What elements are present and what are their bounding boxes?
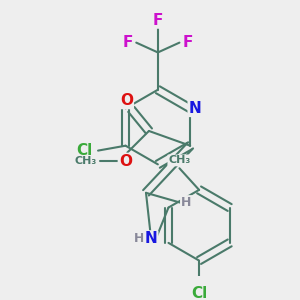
Text: N: N	[145, 232, 157, 247]
Text: F: F	[153, 13, 163, 28]
Text: O: O	[119, 154, 132, 169]
Text: H: H	[181, 196, 191, 209]
Text: CH₃: CH₃	[75, 156, 97, 167]
Text: N: N	[189, 101, 201, 116]
Text: Cl: Cl	[191, 286, 207, 300]
Text: H: H	[134, 232, 144, 245]
Text: CH₃: CH₃	[168, 155, 190, 165]
Text: O: O	[120, 93, 133, 108]
Text: F: F	[122, 35, 133, 50]
Text: F: F	[183, 35, 194, 50]
Text: Cl: Cl	[76, 143, 92, 158]
